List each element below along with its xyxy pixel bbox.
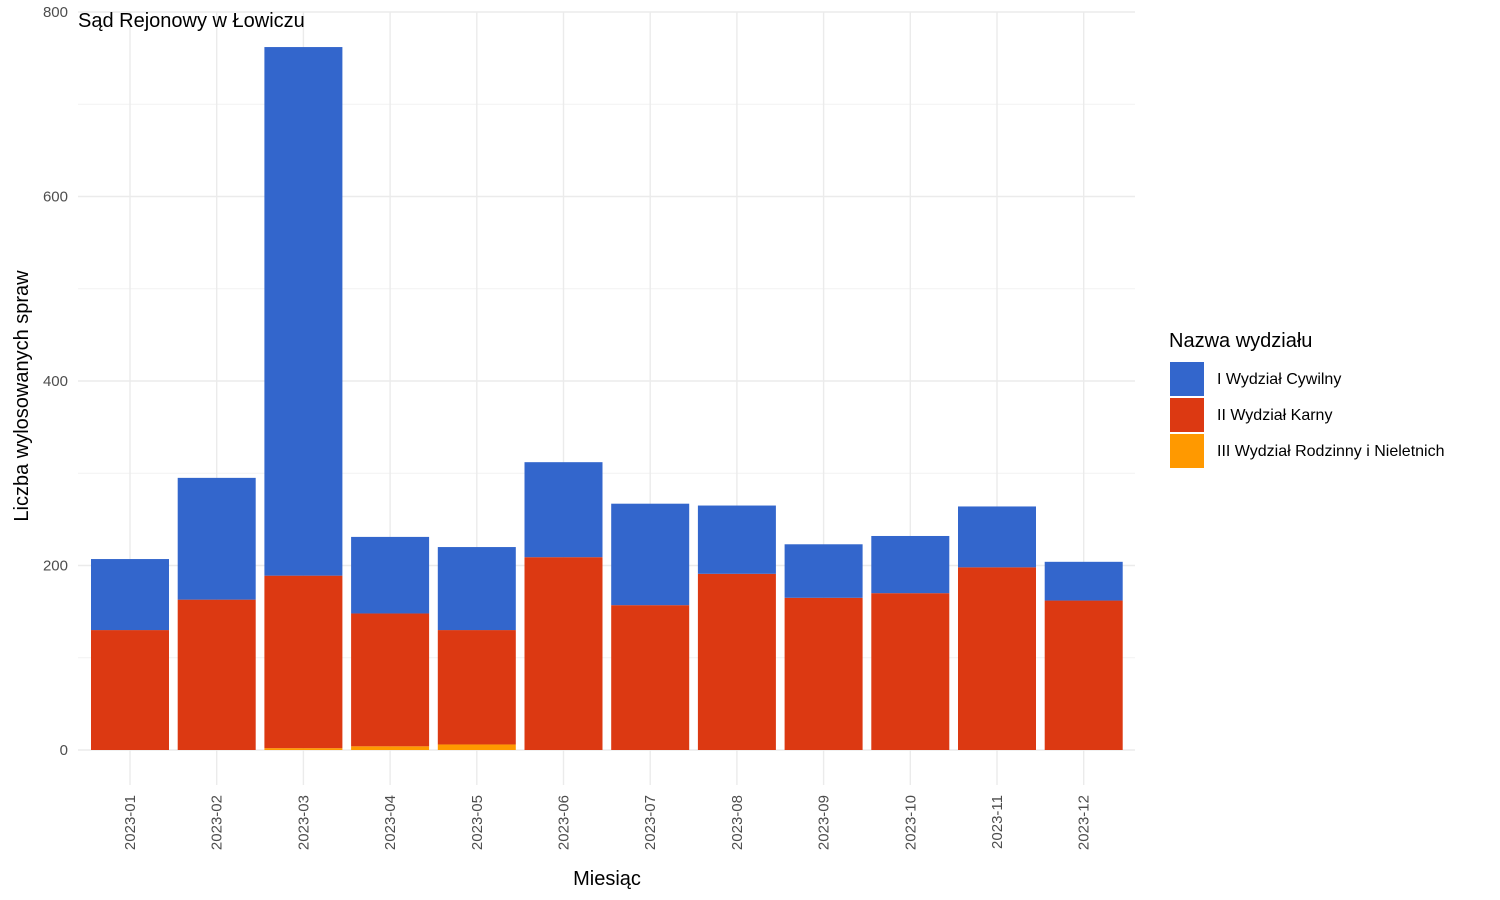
y-axis-ticks: 0 200 400 600 800 xyxy=(43,4,68,759)
bar-segment xyxy=(958,506,1036,568)
bar-segment xyxy=(871,593,950,750)
chart-title: Sąd Rejonowy w Łowiczu xyxy=(78,10,305,32)
bar-segment xyxy=(351,613,430,747)
y-axis-title: Liczba wylosowanych spraw xyxy=(11,270,33,522)
bar-segment xyxy=(611,605,690,750)
x-tick-label: 2023-07 xyxy=(642,795,659,850)
bar-segment xyxy=(958,567,1036,750)
x-tick-label: 2023-02 xyxy=(209,795,226,850)
bar-segment xyxy=(264,47,343,576)
bar-segment xyxy=(784,597,863,750)
x-tick-label: 2023-03 xyxy=(295,795,312,850)
bar-segment xyxy=(524,557,603,750)
x-tick-label: 2023-10 xyxy=(902,795,919,850)
bar-segment xyxy=(91,559,169,631)
bar-segment xyxy=(524,462,603,558)
legend-swatch xyxy=(1170,362,1204,396)
y-tick-label: 600 xyxy=(43,189,68,206)
x-tick-label: 2023-04 xyxy=(382,795,399,850)
legend-swatch xyxy=(1170,434,1204,468)
legend-label: III Wydział Rodzinny i Nieletnich xyxy=(1217,443,1445,460)
legend-title: Nazwa wydziału xyxy=(1169,330,1312,352)
bar-segment xyxy=(1044,600,1123,750)
x-tick-label: 2023-11 xyxy=(989,795,1006,849)
bar-segment xyxy=(437,630,516,745)
legend-label: I Wydział Cywilny xyxy=(1217,371,1341,388)
bar-segment xyxy=(351,746,430,750)
x-tick-label: 2023-05 xyxy=(469,795,486,850)
bar-segment xyxy=(437,547,516,631)
y-tick-label: 0 xyxy=(60,742,68,759)
y-tick-label: 400 xyxy=(43,373,68,390)
bar-segment xyxy=(697,505,776,574)
x-tick-label: 2023-12 xyxy=(1076,795,1093,850)
x-axis-ticks: 2023-01 2023-02 2023-03 2023-04 2023-05 2023-… xyxy=(122,795,1093,850)
x-tick-label: 2023-06 xyxy=(556,795,573,850)
y-tick-label: 200 xyxy=(43,558,68,575)
bar-segment xyxy=(351,536,430,614)
bar-segment xyxy=(611,503,690,606)
bar-segment xyxy=(1044,561,1123,601)
legend-swatch xyxy=(1170,398,1204,432)
bar-segment xyxy=(437,744,516,750)
legend: Nazwa wydziału I Wydział Cywilny II Wydzi… xyxy=(1169,330,1445,468)
bar-segment xyxy=(697,573,776,750)
bar-segment xyxy=(91,630,169,750)
bar-segment xyxy=(871,535,950,594)
x-tick-label: 2023-08 xyxy=(729,795,746,850)
x-tick-label: 2023-01 xyxy=(122,795,139,850)
bar-segment xyxy=(177,599,256,750)
bar-segment xyxy=(264,575,343,749)
bars xyxy=(91,47,1123,750)
bar-segment xyxy=(177,477,256,600)
x-axis-title: Miesiąc xyxy=(573,868,641,890)
x-tick-label: 2023-09 xyxy=(816,795,833,850)
y-tick-label: 800 xyxy=(43,4,68,21)
bar-segment xyxy=(264,748,343,750)
legend-label: II Wydział Karny xyxy=(1217,407,1332,424)
bar-segment xyxy=(784,544,863,598)
